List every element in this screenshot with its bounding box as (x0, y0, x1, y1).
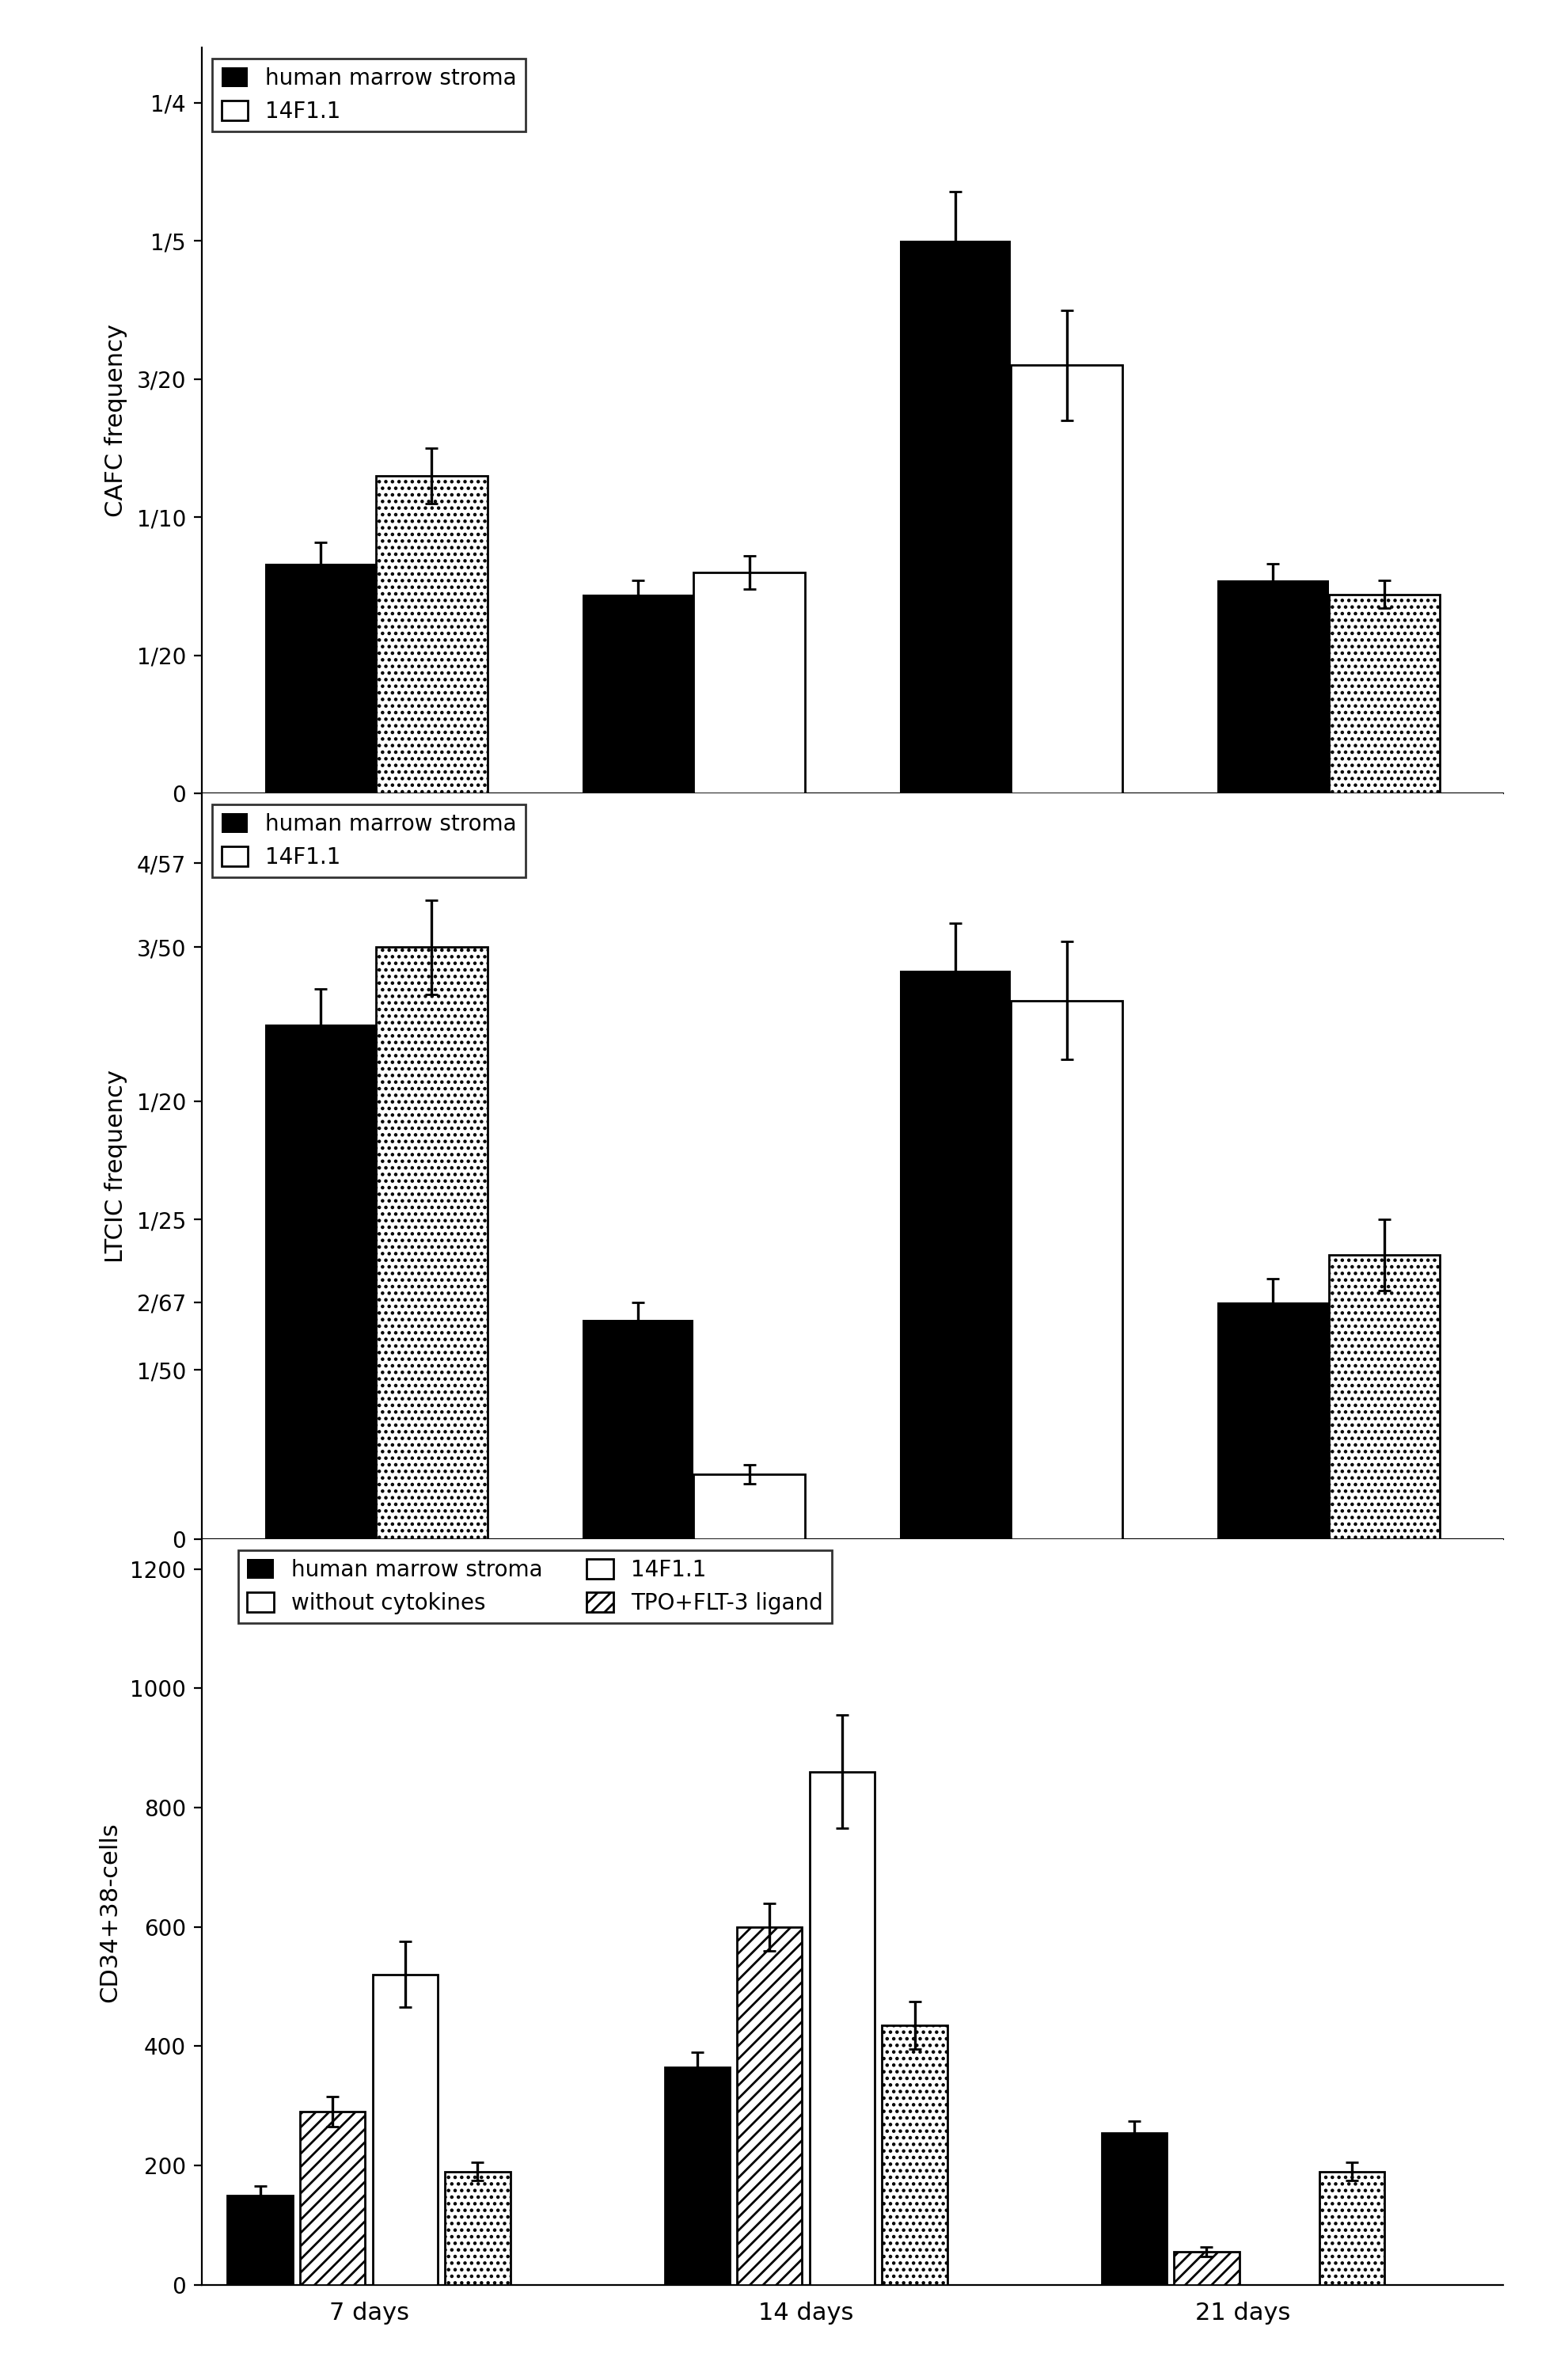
Bar (376, 476, 486, 793)
Bar (582, 595, 694, 793)
Bar (1218, 1302, 1327, 1540)
Text: Fig. 2: Fig. 2 (790, 928, 914, 966)
Bar (301, 2111, 366, 2285)
Bar (265, 564, 376, 793)
Bar (665, 2068, 730, 2285)
Legend: human marrow stroma, 14F1.1: human marrow stroma, 14F1.1 (212, 60, 525, 131)
Bar (1010, 1000, 1121, 1540)
Bar (1101, 2132, 1166, 2285)
Bar (694, 1473, 804, 1540)
Bar (694, 571, 804, 793)
Legend: human marrow stroma, without cytokines, 14F1.1, TPO+FLT-3 ligand: human marrow stroma, without cytokines, … (239, 1549, 832, 1623)
Legend: human marrow stroma, 14F1.1: human marrow stroma, 14F1.1 (212, 804, 525, 878)
Bar (1218, 581, 1327, 793)
Bar (1327, 1254, 1439, 1540)
Bar (1318, 2171, 1383, 2285)
Bar (1174, 2251, 1239, 2285)
Bar (1327, 595, 1439, 793)
Bar (445, 2171, 510, 2285)
Bar (881, 2025, 946, 2285)
Bar (900, 240, 1010, 793)
Bar (809, 1771, 874, 2285)
Bar (372, 1975, 437, 2285)
Bar (376, 947, 486, 1540)
Bar (1010, 364, 1121, 793)
Bar (737, 1928, 802, 2285)
Y-axis label: LTCIC frequency: LTCIC frequency (105, 1069, 127, 1264)
Bar (900, 971, 1010, 1540)
Y-axis label: CAFC frequency: CAFC frequency (105, 324, 127, 516)
Bar (582, 1321, 694, 1540)
Bar (265, 1023, 376, 1540)
Bar (228, 2194, 293, 2285)
Text: Fig. 3: Fig. 3 (790, 1673, 914, 1711)
Y-axis label: CD34+38-cells: CD34+38-cells (98, 1821, 121, 2002)
